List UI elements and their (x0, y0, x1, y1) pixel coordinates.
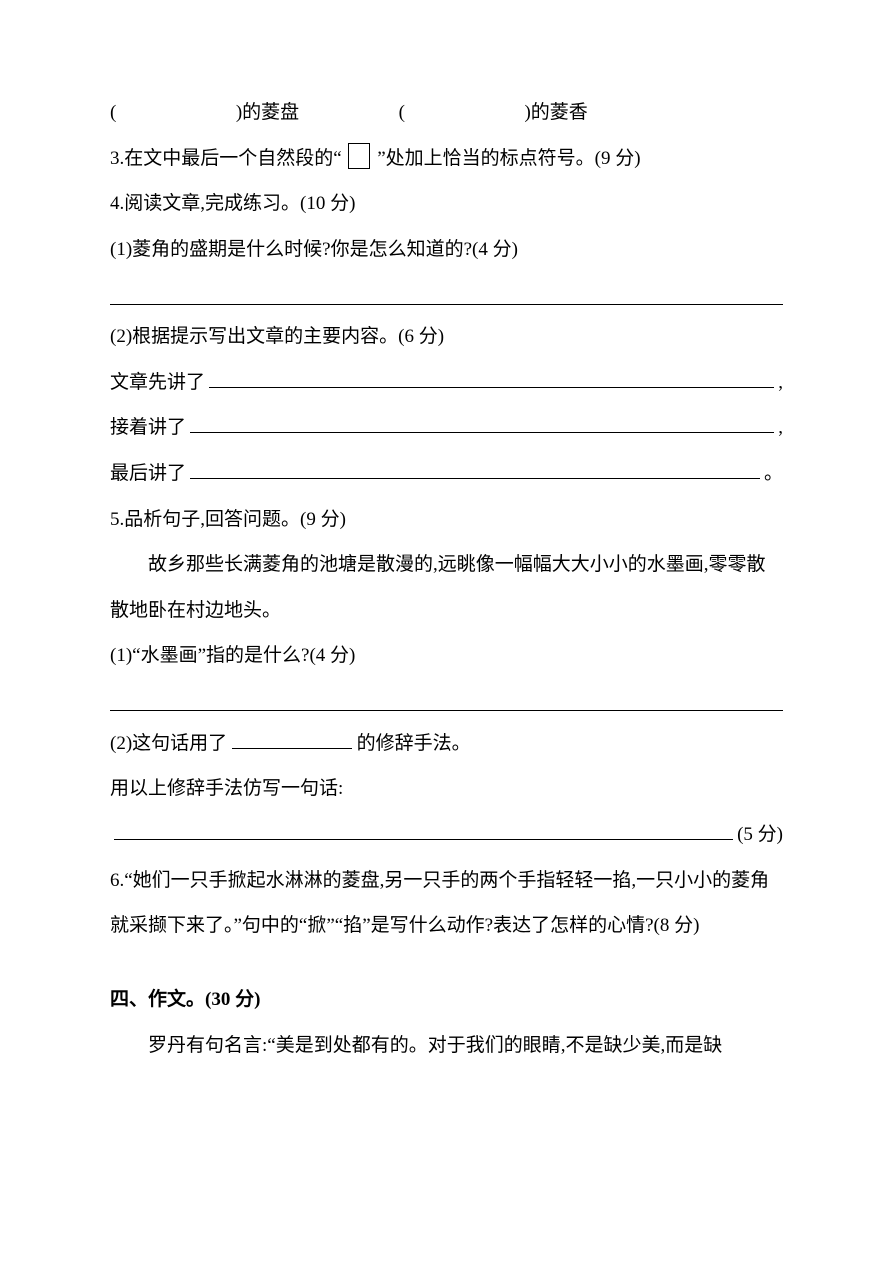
q5-sub2-blank (232, 728, 352, 749)
fill-paren-open-1: ( (110, 90, 116, 136)
q4-sub2-title: (2)根据提示写出文章的主要内容。(6 分) (110, 314, 783, 360)
q4-line2-end: , (778, 405, 783, 451)
q4-line3-label: 最后讲了 (110, 451, 186, 497)
q5-passage: 故乡那些长满菱角的池塘是散漫的,远眺像一幅幅大大小小的水墨画,零零散散地卧在村边… (110, 542, 783, 633)
q5-imitate-points: (5 分) (737, 812, 783, 858)
q5-title: 5.品析句子,回答问题。(9 分) (110, 497, 783, 543)
q4-line3: 最后讲了 。 (110, 451, 783, 497)
q4-sub1: (1)菱角的盛期是什么时候?你是怎么知道的?(4 分) (110, 227, 783, 273)
section4-body: 罗丹有句名言:“美是到处都有的。对于我们的眼睛,不是缺少美,而是缺 (110, 1023, 783, 1069)
q3-prefix: 3.在文中最后一个自然段的“ (110, 148, 342, 169)
q4-line1: 文章先讲了 , (110, 360, 783, 406)
q6-text: 6.“她们一只手掀起水淋淋的菱盘,另一只手的两个手指轻轻一掐,一只小小的菱角就采… (110, 858, 783, 949)
fill-label-1: )的菱盘 (236, 102, 299, 123)
square-box-icon (348, 143, 370, 169)
q3-line: 3.在文中最后一个自然段的“ ”处加上恰当的标点符号。(9 分) (110, 136, 783, 182)
q4-line2: 接着讲了 , (110, 405, 783, 451)
q4-title: 4.阅读文章,完成练习。(10 分) (110, 181, 783, 227)
q5-sub2-suffix: 的修辞手法。 (357, 733, 471, 754)
exam-page: ( )的菱盘 ( )的菱香 3.在文中最后一个自然段的“ ”处加上恰当的标点符号… (0, 0, 893, 1262)
q5-imitate-answer-row: (5 分) (110, 812, 783, 858)
q5-sub1: (1)“水墨画”指的是什么?(4 分) (110, 633, 783, 679)
q5-imitate-label: 用以上修辞手法仿写一句话: (110, 766, 783, 812)
fill-in-row: ( )的菱盘 ( )的菱香 (110, 90, 783, 136)
q4-line3-end: 。 (764, 451, 783, 497)
q5-imitate-text: 用以上修辞手法仿写一句话: (110, 778, 343, 799)
fill-label-2: )的菱香 (524, 102, 587, 123)
q4-sub1-answer-line (110, 282, 783, 305)
q5-sub1-answer-line (110, 688, 783, 711)
section4-heading: 四、作文。(30 分) (110, 977, 783, 1023)
q3-suffix: ”处加上恰当的标点符号。(9 分) (377, 148, 640, 169)
q4-line2-blank (190, 412, 774, 433)
q4-line3-blank (190, 458, 760, 479)
q4-line1-blank (209, 367, 774, 388)
q5-sub2-prefix: (2)这句话用了 (110, 733, 227, 754)
q4-line1-label: 文章先讲了 (110, 360, 205, 406)
q5-sub2-line: (2)这句话用了 的修辞手法。 (110, 721, 783, 767)
q5-imitate-blank (114, 819, 733, 840)
q4-line2-label: 接着讲了 (110, 405, 186, 451)
fill-paren-open-2: ( (399, 90, 405, 136)
q4-line1-end: , (778, 360, 783, 406)
